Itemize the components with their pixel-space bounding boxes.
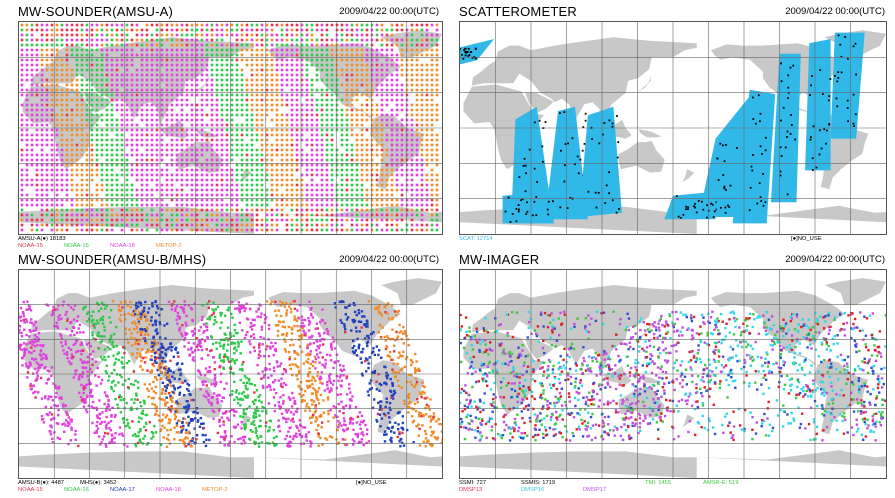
legend-noaa15: NOAA-15 bbox=[18, 243, 43, 249]
legend-metop2: METOP-2 bbox=[156, 243, 182, 249]
legend-noaa18: NOAA-18 bbox=[110, 243, 135, 249]
legend-noaa16: NOAA-16 bbox=[64, 487, 89, 493]
grid-lines bbox=[19, 22, 442, 234]
panel-date: 2009/04/22 00:00(UTC) bbox=[339, 254, 439, 265]
observation-layer bbox=[20, 23, 439, 232]
no-use-label: [●]NO_USE bbox=[356, 480, 387, 486]
legend-amsu-a: AMSU-A(●) 18183 NOAA-15 NOAA-16 NOAA-18 … bbox=[18, 236, 443, 252]
count-ssmis: SSMIS: 1719 bbox=[521, 480, 556, 486]
grid-lines bbox=[460, 22, 886, 234]
map-amsu-a bbox=[18, 21, 443, 235]
legend-noaa17: NOAA-17 bbox=[110, 487, 135, 493]
panel-date: 2009/04/22 00:00(UTC) bbox=[785, 6, 885, 17]
legend-metop2: METOP-2 bbox=[202, 487, 228, 493]
legend-noaa18: NOAA-18 bbox=[156, 487, 181, 493]
count-amsu-b: AMSU-B(●): 4487 bbox=[18, 480, 65, 486]
no-use-label: [●]NO_USE bbox=[791, 236, 822, 242]
panel-title: MW-IMAGER bbox=[459, 252, 540, 267]
panel-title: SCATTEROMETER bbox=[459, 4, 577, 19]
panel-amsu-a: MW-SOUNDER(AMSU-A) 2009/04/22 00:00(UTC)… bbox=[18, 4, 443, 250]
count-label: AMSU-A(●) 18183 bbox=[18, 236, 66, 242]
count-tmi: TMI: 1455 bbox=[645, 480, 672, 486]
count-mhs: MHS(●): 3452 bbox=[80, 480, 117, 486]
observation-layer bbox=[460, 32, 865, 224]
panel-date: 2009/04/22 00:00(UTC) bbox=[785, 254, 885, 265]
panel-title: MW-SOUNDER(AMSU-A) bbox=[18, 4, 174, 19]
map-canvas bbox=[19, 22, 442, 234]
map-scatterometer bbox=[459, 21, 887, 235]
observation-layer bbox=[460, 310, 886, 442]
grid-lines bbox=[19, 270, 442, 478]
count-amsr-e: AMSR-E: 519 bbox=[703, 480, 739, 486]
legend-dmsp16: DMSP16 bbox=[521, 487, 545, 493]
map-canvas bbox=[460, 270, 886, 478]
map-amsu-b-mhs bbox=[18, 269, 443, 479]
count-label: SCAT: 12714 bbox=[459, 236, 493, 242]
panel-date: 2009/04/22 00:00(UTC) bbox=[339, 6, 439, 17]
map-canvas bbox=[19, 270, 442, 478]
legend-dmsp13: DMSP13 bbox=[459, 487, 483, 493]
panel-scatterometer: SCATTEROMETER 2009/04/22 00:00(UTC) SCAT… bbox=[459, 4, 887, 250]
grid-lines bbox=[460, 270, 886, 478]
legend-amsu-b-mhs: AMSU-B(●): 4487 MHS(●): 3452 NOAA-15 NOA… bbox=[18, 480, 443, 496]
legend-noaa15: NOAA-15 bbox=[18, 487, 43, 493]
legend-mw-imager: SSMI: 727 SSMIS: 1719 TMI: 1455 AMSR-E: … bbox=[459, 480, 887, 496]
legend-noaa16: NOAA-16 bbox=[64, 243, 89, 249]
count-ssmi: SSMI: 727 bbox=[459, 480, 487, 486]
panel-mw-imager: MW-IMAGER 2009/04/22 00:00(UTC) SSMI: 72… bbox=[459, 252, 887, 496]
observation-layer bbox=[19, 300, 442, 448]
legend-dmsp17: DMSP17 bbox=[583, 487, 607, 493]
map-mw-imager bbox=[459, 269, 887, 479]
legend-scatterometer: SCAT: 12714 [●]NO_USE bbox=[459, 236, 887, 246]
map-canvas bbox=[460, 22, 886, 234]
panel-title: MW-SOUNDER(AMSU-B/MHS) bbox=[18, 252, 207, 267]
panel-amsu-b-mhs: MW-SOUNDER(AMSU-B/MHS) 2009/04/22 00:00(… bbox=[18, 252, 443, 496]
